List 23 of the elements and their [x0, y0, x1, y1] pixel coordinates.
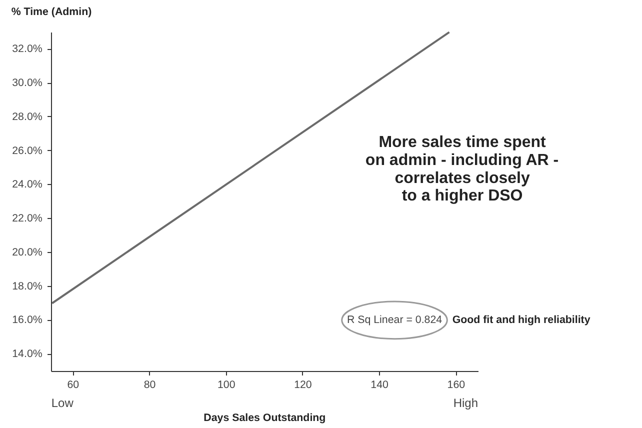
- annotation: Good fit and high reliability: [452, 314, 590, 326]
- y-tick-label: 14.0%: [12, 348, 43, 360]
- y-tick-label: 32.0%: [12, 43, 43, 56]
- x-tick-label: 80: [144, 379, 156, 392]
- x-tick-label: 60: [67, 379, 80, 392]
- y-tick-label: 20.0%: [12, 246, 43, 258]
- x-tick-label: 140: [370, 379, 389, 392]
- y-tick-label: 30.0%: [12, 77, 43, 90]
- y-tick-label: 24.0%: [12, 178, 43, 191]
- x-axis-title: Days Sales Outstanding: [204, 412, 326, 424]
- y-tick-label: 28.0%: [12, 110, 43, 123]
- x-tick-label: 120: [294, 379, 312, 392]
- text: High: [453, 396, 478, 410]
- annotation: R Sq Linear = 0.824: [346, 314, 442, 326]
- y-tick-label: 26.0%: [12, 144, 43, 157]
- text: Low: [51, 396, 74, 410]
- annotation: More sales time spent on admin - including AR - correlates closely to a higher DSO: [365, 134, 559, 205]
- y-tick-label: 16.0%: [12, 314, 43, 326]
- y-axis-title: % Time (Admin): [11, 6, 92, 18]
- y-tick-label: 22.0%: [12, 212, 43, 225]
- y-tick-label: 18.0%: [12, 280, 43, 292]
- x-tick-label: 100: [217, 379, 236, 392]
- x-tick-label: 160: [447, 379, 466, 392]
